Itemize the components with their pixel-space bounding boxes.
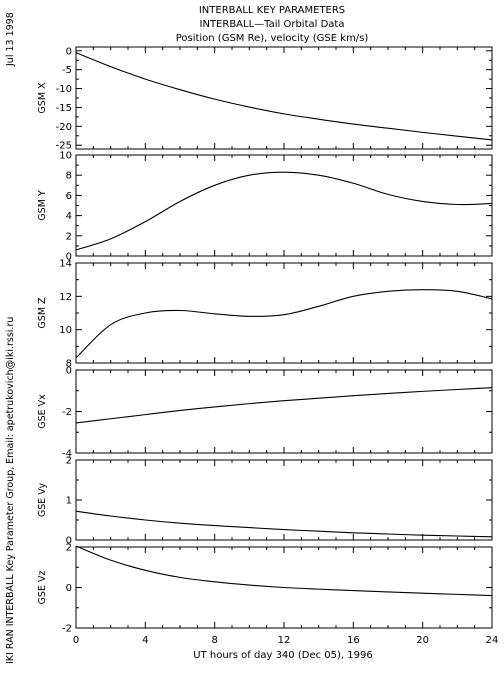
y-axis-label: GSE Vy xyxy=(37,482,48,517)
y-tick-label: 2 xyxy=(66,231,72,242)
panel-1: 0 -5 -10 -15 -20 -25 GSM X xyxy=(37,46,493,152)
y-tick-label: 10 xyxy=(59,151,72,162)
y-tick-label: 8 xyxy=(66,171,72,182)
y-tick-label: -10 xyxy=(56,84,72,95)
title-line-1: INTERBALL KEY PARAMETERS xyxy=(199,5,345,16)
series-line-3 xyxy=(75,289,493,359)
y-tick-label: -2 xyxy=(62,624,72,635)
y-tick-label: 0 xyxy=(66,536,72,547)
x-tick-label: 0 xyxy=(73,635,79,646)
y-tick-label: 0 xyxy=(66,46,72,57)
panel-frame xyxy=(75,459,493,541)
y-tick-label: -15 xyxy=(56,103,72,114)
x-tick-label: 4 xyxy=(142,635,148,646)
series-line-5 xyxy=(75,510,493,538)
y-tick-label: 1 xyxy=(66,496,72,507)
title-line-2: INTERBALL—Tail Orbital Data xyxy=(200,19,345,30)
y-axis-label: GSM X xyxy=(37,82,48,114)
y-tick-label: 0 xyxy=(66,366,72,377)
panel-6: 2 0 -2 GSE Vz xyxy=(37,543,493,635)
x-tick-label: 24 xyxy=(486,635,499,646)
x-axis: 0 4 8 12 16 20 24 xyxy=(73,635,499,646)
date-stamp: Jul 13 1998 xyxy=(5,12,16,67)
series-line-6 xyxy=(75,545,493,597)
y-tick-label: 0 xyxy=(66,583,72,594)
y-tick-label: 0 xyxy=(66,252,72,263)
credit-line: IKI RAN INTERBALL Key Parameter Group, E… xyxy=(5,317,16,664)
panel-frame xyxy=(75,262,493,364)
x-tick-label: 12 xyxy=(278,635,291,646)
panel-4: 0 -2 -4 GSE Vx xyxy=(37,366,493,460)
x-tick-label: 20 xyxy=(416,635,429,646)
panel-5: 0 1 2 GSE Vy xyxy=(37,456,493,547)
y-tick-label: 8 xyxy=(66,359,72,370)
panel-3: 8 10 12 14 GSM Z xyxy=(37,259,493,370)
y-axis-label: GSM Z xyxy=(37,297,48,329)
panel-frame xyxy=(75,369,493,454)
series-line-2 xyxy=(75,171,493,251)
y-tick-label: -5 xyxy=(62,65,72,76)
x-tick-label: 16 xyxy=(347,635,360,646)
y-axis-label: GSM Y xyxy=(37,190,48,221)
series-line-1 xyxy=(75,52,493,141)
panel-2: 0 2 4 6 8 10 GSM Y xyxy=(37,151,493,263)
title-line-3: Position (GSM Re), velocity (GSE km/s) xyxy=(176,33,369,44)
y-tick-label: 10 xyxy=(59,325,72,336)
y-tick-label: 4 xyxy=(66,211,72,222)
y-tick-label: 12 xyxy=(59,292,72,303)
y-tick-label: 14 xyxy=(59,259,72,270)
panel-frame xyxy=(75,154,493,257)
x-tick-label: 8 xyxy=(211,635,217,646)
figure-title: INTERBALL KEY PARAMETERS INTERBALL—Tail … xyxy=(176,5,369,44)
y-axis-label: GSE Vx xyxy=(37,394,48,429)
series-line-4 xyxy=(75,387,493,424)
y-tick-label: -25 xyxy=(56,141,72,152)
x-axis-label: UT hours of day 340 (Dec 05), 1996 xyxy=(193,650,372,661)
y-tick-label: -4 xyxy=(62,449,72,460)
y-tick-label: -2 xyxy=(62,407,72,418)
y-tick-label: -20 xyxy=(56,122,72,133)
y-tick-label: 2 xyxy=(66,543,72,554)
y-tick-label: 6 xyxy=(66,191,72,202)
y-axis-label: GSE Vz xyxy=(37,571,48,605)
y-tick-label: 2 xyxy=(66,456,72,467)
panel-frame xyxy=(75,46,493,150)
